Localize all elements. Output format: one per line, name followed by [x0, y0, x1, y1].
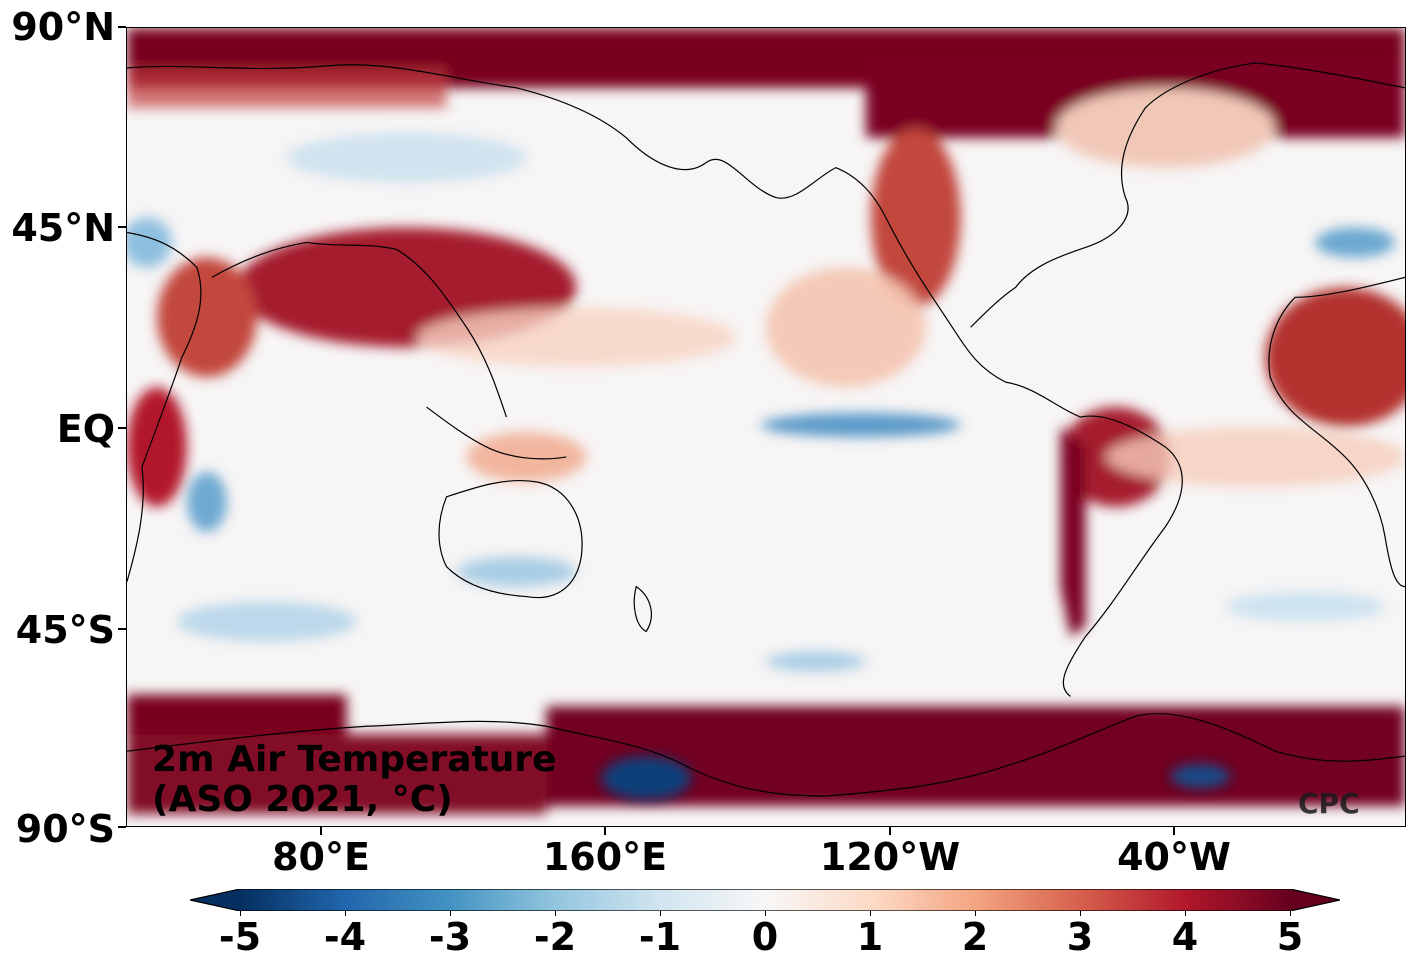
cpc-watermark: CPC: [1298, 787, 1360, 820]
colorbar-tick: [764, 911, 766, 916]
anomaly-map: [127, 28, 1405, 826]
lat-label-equator: EQ: [56, 407, 115, 451]
lat-tick: [118, 427, 126, 429]
colorbar-min-arrow: [190, 889, 240, 911]
colorbar-label: 0: [751, 915, 779, 959]
colorbar-label: 5: [1276, 915, 1304, 959]
colorbar-max-arrow: [1290, 889, 1340, 911]
colorbar-label: 3: [1066, 915, 1094, 959]
colorbar: [190, 889, 1340, 911]
colorbar-label: -4: [323, 915, 367, 959]
lon-label-80e: 80°E: [272, 835, 370, 879]
colorbar-tick: [344, 911, 346, 916]
map-title: 2m Air Temperature (ASO 2021, °C): [152, 740, 557, 820]
lon-label-40w: 40°W: [1117, 835, 1231, 879]
map-title-line1: 2m Air Temperature: [152, 739, 557, 780]
lon-tick: [604, 827, 606, 835]
colorbar-label: 1: [856, 915, 884, 959]
lat-tick: [118, 826, 126, 828]
lon-tick: [1173, 827, 1175, 835]
colorbar-label: 2: [961, 915, 989, 959]
lat-label-90n: 90°N: [11, 5, 115, 49]
colorbar-tick: [869, 911, 871, 916]
colorbar-tick: [974, 911, 976, 916]
colorbar-label: -2: [533, 915, 577, 959]
colorbar-tick: [659, 911, 661, 916]
lat-tick: [118, 628, 126, 630]
lat-label-45s: 45°S: [15, 608, 115, 652]
cool-anomaly-regions: [127, 132, 1396, 801]
colorbar-label: 4: [1171, 915, 1199, 959]
colorbar-label: -5: [218, 915, 262, 959]
colorbar-tick: [449, 911, 451, 916]
coastlines: [127, 62, 1405, 797]
lat-tick: [118, 226, 126, 228]
lon-tick: [320, 827, 322, 835]
colorbar-tick: [1079, 911, 1081, 916]
colorbar-label: -1: [638, 915, 682, 959]
map-panel: [126, 27, 1406, 827]
lon-label-160e: 160°E: [542, 835, 668, 879]
colorbar-gradient: [240, 889, 1290, 911]
colorbar-tick: [239, 911, 241, 916]
lat-label-45n: 45°N: [11, 206, 115, 250]
colorbar-tick: [554, 911, 556, 916]
lat-label-90s: 90°S: [15, 807, 115, 851]
colorbar-tick: [1289, 911, 1291, 916]
lat-tick: [118, 26, 126, 28]
lon-tick: [889, 827, 891, 835]
lon-label-120w: 120°W: [819, 835, 961, 879]
colorbar-tick: [1184, 911, 1186, 916]
map-title-line2: (ASO 2021, °C): [152, 779, 453, 820]
colorbar-label: -3: [428, 915, 472, 959]
